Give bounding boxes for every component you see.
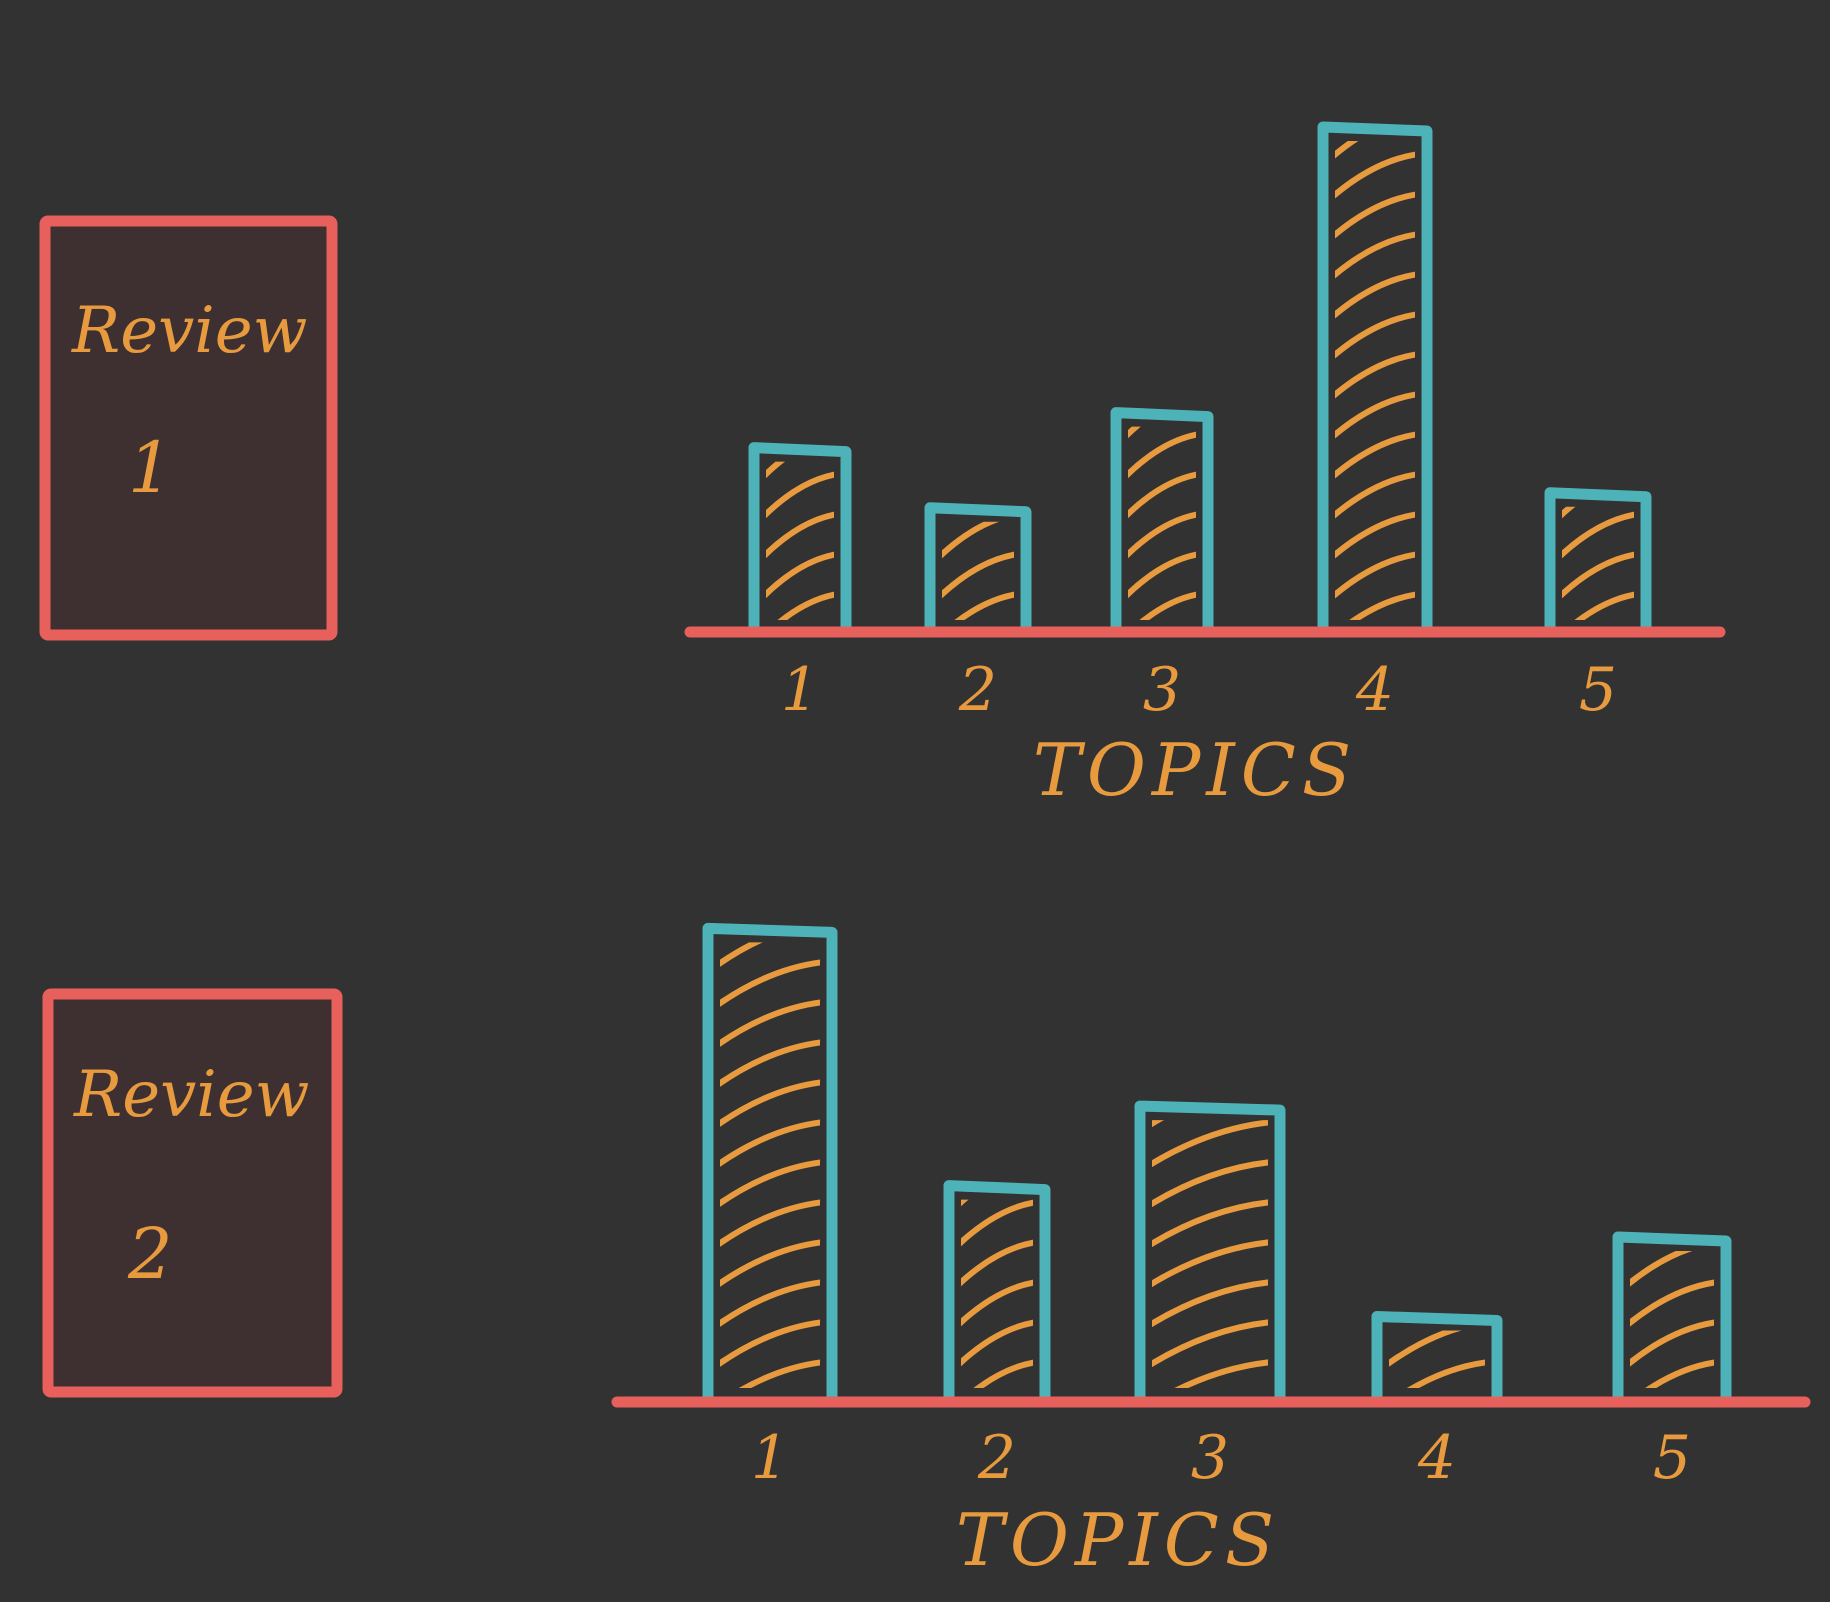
tick-label-topic-4: 4	[1417, 1423, 1456, 1493]
review-1-x-axis-label: TOPICS	[1033, 728, 1357, 812]
bar-hatch	[1630, 1251, 1714, 1388]
review-card-2-label: Review	[73, 1058, 309, 1132]
bar-topic-4	[1317, 121, 1433, 638]
review-2-tick-labels: 1 2 3 4 5	[751, 1423, 1691, 1493]
bar-hatch	[961, 1199, 1033, 1388]
tick-label-topic-2: 2	[958, 655, 997, 725]
review-card-2: Review 2	[42, 988, 343, 1398]
review-1-tick-labels: 1 2 3 4 5	[781, 655, 1617, 725]
bar-hatch	[766, 461, 834, 620]
tick-label-topic-5: 5	[1579, 655, 1617, 725]
bar-topic-4	[1371, 1311, 1503, 1406]
bar-hatch	[1562, 506, 1634, 620]
review-2-x-axis-label: TOPICS	[956, 1498, 1280, 1582]
bar-topic-2	[924, 502, 1032, 638]
review-2-bars	[702, 922, 1732, 1406]
tick-label-topic-4: 4	[1355, 655, 1394, 725]
bar-topic-3	[1134, 1100, 1286, 1406]
review-card-1: Review 1	[39, 215, 338, 641]
bar-hatch	[1335, 141, 1415, 621]
bar-hatch	[942, 521, 1014, 620]
review-1-bar-chart: 1 2 3 4 5 TOPICS	[684, 121, 1726, 812]
review-card-2-frame	[42, 988, 343, 1398]
bar-topic-2	[943, 1180, 1051, 1406]
review-card-2-number: 2	[127, 1213, 173, 1295]
bar-hatch	[1152, 1120, 1268, 1388]
bar-topic-1	[748, 442, 852, 638]
review-card-1-number: 1	[128, 427, 173, 509]
bar-hatch	[720, 942, 820, 1389]
bar-hatch	[1389, 1330, 1485, 1388]
review-1-bars	[748, 121, 1652, 638]
review-card-1-frame	[39, 215, 338, 641]
review-card-1-label: Review	[71, 294, 307, 368]
tick-label-topic-1: 1	[751, 1423, 789, 1493]
bar-hatch	[1128, 426, 1196, 621]
tick-label-topic-5: 5	[1653, 1423, 1691, 1493]
bar-topic-3	[1110, 407, 1214, 638]
tick-label-topic-3: 3	[1143, 655, 1181, 725]
bar-topic-5	[1544, 487, 1652, 638]
tick-label-topic-3: 3	[1191, 1423, 1229, 1493]
tick-label-topic-2: 2	[977, 1423, 1016, 1493]
review-2-bar-chart: 1 2 3 4 5 TOPICS	[611, 922, 1811, 1582]
bar-topic-5	[1612, 1231, 1732, 1406]
tick-label-topic-1: 1	[781, 655, 819, 725]
bar-topic-1	[702, 922, 838, 1406]
